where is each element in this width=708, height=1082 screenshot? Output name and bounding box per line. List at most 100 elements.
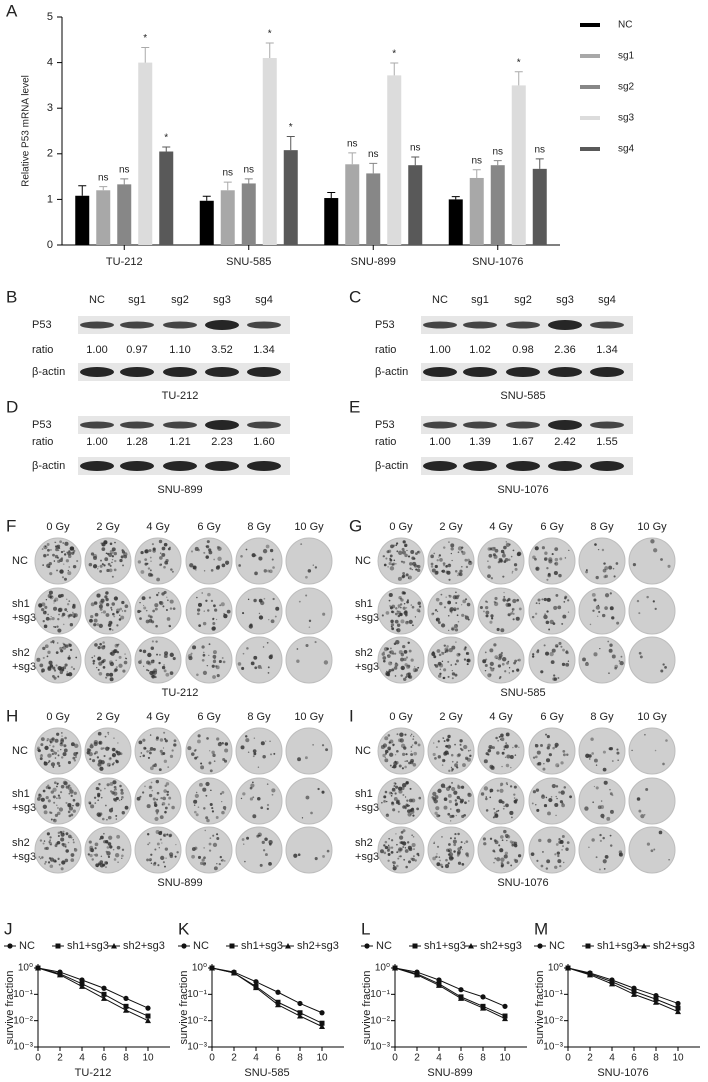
colony: [564, 557, 567, 559]
colony: [450, 547, 454, 551]
dish: [285, 777, 333, 825]
colony: [504, 756, 507, 758]
colony: [506, 599, 509, 602]
colony: [405, 807, 407, 810]
colony: [439, 859, 441, 862]
colony: [49, 595, 53, 599]
colony: [243, 843, 245, 845]
colony: [455, 814, 458, 817]
x-tick-label: SNU-899: [351, 256, 396, 268]
colony: [169, 546, 171, 549]
colony: [595, 786, 599, 790]
dish: [134, 777, 182, 825]
legend-label: sh2+sg3: [297, 940, 339, 952]
dish: [285, 727, 333, 775]
colony: [168, 834, 172, 838]
band: [506, 461, 540, 471]
colony: [450, 808, 452, 810]
colony: [156, 653, 158, 656]
colony: [493, 601, 499, 607]
colony: [543, 803, 548, 808]
colony: [496, 657, 498, 660]
colony: [445, 570, 449, 574]
colony: [258, 834, 261, 837]
colony: [447, 793, 452, 798]
colony: [462, 763, 466, 767]
colony: [57, 858, 60, 860]
colony: [536, 762, 540, 766]
colony: [387, 566, 389, 568]
colony: [145, 668, 149, 672]
colony: [36, 797, 41, 801]
colony: [253, 655, 258, 660]
colony: [516, 668, 520, 672]
colony: [192, 645, 197, 650]
colony: [440, 593, 443, 596]
y-tick-label: 2: [47, 148, 53, 160]
dose-label: 0 Gy: [46, 521, 70, 533]
curve: [37, 967, 149, 1022]
colony: [166, 617, 171, 621]
colony: [393, 559, 396, 562]
colony: [501, 553, 506, 558]
colony: [388, 599, 391, 602]
colony: [67, 760, 72, 765]
colony: [203, 610, 205, 612]
band: [247, 421, 281, 429]
colony: [206, 545, 210, 549]
colony: [456, 854, 460, 857]
colony: [451, 627, 454, 631]
colony: [609, 792, 613, 796]
panel-label: F: [6, 516, 16, 535]
colony: [197, 602, 203, 607]
colony: [93, 618, 98, 623]
colony: [64, 858, 69, 863]
colony: [121, 848, 125, 851]
colony: [149, 747, 154, 751]
colony: [258, 556, 263, 561]
colony: [149, 749, 151, 752]
colony: [46, 740, 48, 742]
colony: [438, 556, 440, 558]
colony: [93, 655, 96, 657]
colony: [403, 746, 407, 750]
colony: [404, 847, 407, 849]
band: [548, 367, 582, 377]
colony: [105, 672, 110, 677]
colony: [531, 655, 535, 658]
colony: [650, 849, 654, 853]
colony: [403, 649, 408, 654]
colony: [203, 570, 206, 572]
colony: [562, 753, 566, 757]
colony: [201, 592, 203, 594]
colony: [531, 802, 534, 805]
colony: [494, 857, 497, 860]
curve: [567, 967, 679, 1004]
legend-label: sg4: [618, 144, 635, 155]
colony: [213, 760, 216, 763]
colony: [164, 806, 168, 810]
colony: [400, 652, 405, 657]
colony: [394, 663, 399, 667]
colony: [390, 619, 394, 624]
colony: [111, 763, 115, 766]
colony: [383, 844, 386, 847]
significance-label: ns: [243, 165, 254, 176]
colony: [93, 623, 97, 627]
colony: [396, 733, 399, 736]
significance-label: ns: [471, 155, 482, 166]
colony: [566, 753, 569, 757]
colony: [433, 552, 436, 555]
colony: [223, 612, 226, 615]
band: [120, 367, 154, 377]
colony: [314, 566, 318, 569]
colony: [159, 738, 164, 742]
colony: [212, 621, 216, 626]
colony: [208, 643, 211, 646]
colony: [119, 752, 123, 756]
colony: [603, 867, 606, 870]
colony: [155, 809, 160, 813]
colony: [105, 597, 109, 602]
colony: [104, 860, 108, 865]
colony: [39, 757, 43, 761]
